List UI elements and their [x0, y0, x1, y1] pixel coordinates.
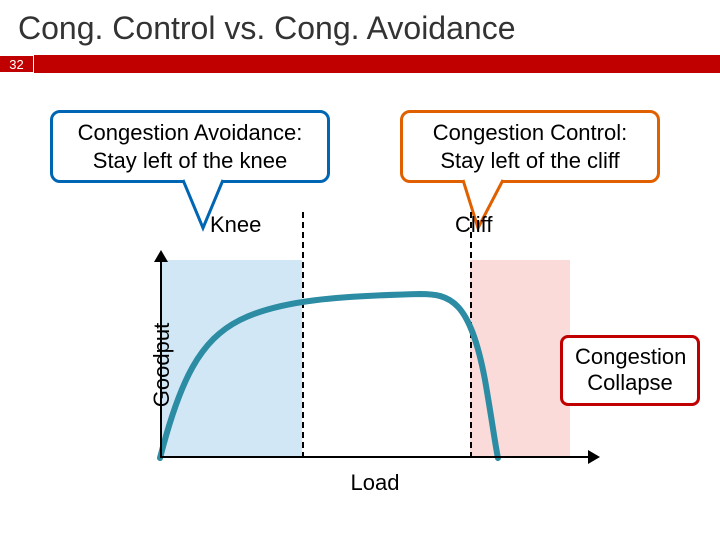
collapse-callout: Congestion Collapse — [560, 335, 700, 406]
goodput-load-chart: Goodput Load — [160, 260, 590, 470]
cliff-label: Cliff — [455, 212, 493, 238]
header-ribbon: 32 — [0, 55, 720, 73]
x-axis-arrow — [588, 450, 600, 464]
callout-avoidance: Congestion Avoidance: Stay left of the k… — [50, 110, 330, 183]
page-title: Cong. Control vs. Cong. Avoidance — [0, 0, 720, 55]
callout-avoidance-line2: Stay left of the knee — [65, 147, 315, 175]
x-axis-label: Load — [351, 470, 400, 496]
collapse-line2: Collapse — [575, 370, 685, 396]
page-number: 32 — [0, 55, 34, 73]
callout-avoidance-line1: Congestion Avoidance: — [65, 119, 315, 147]
knee-label: Knee — [210, 212, 261, 238]
callout-control-line1: Congestion Control: — [415, 119, 645, 147]
callout-control: Congestion Control: Stay left of the cli… — [400, 110, 660, 183]
y-axis-label: Goodput — [149, 323, 175, 407]
x-axis — [160, 456, 590, 458]
collapse-line1: Congestion — [575, 344, 685, 370]
goodput-curve — [160, 260, 590, 470]
y-axis-arrow — [154, 250, 168, 262]
callout-control-line2: Stay left of the cliff — [415, 147, 645, 175]
